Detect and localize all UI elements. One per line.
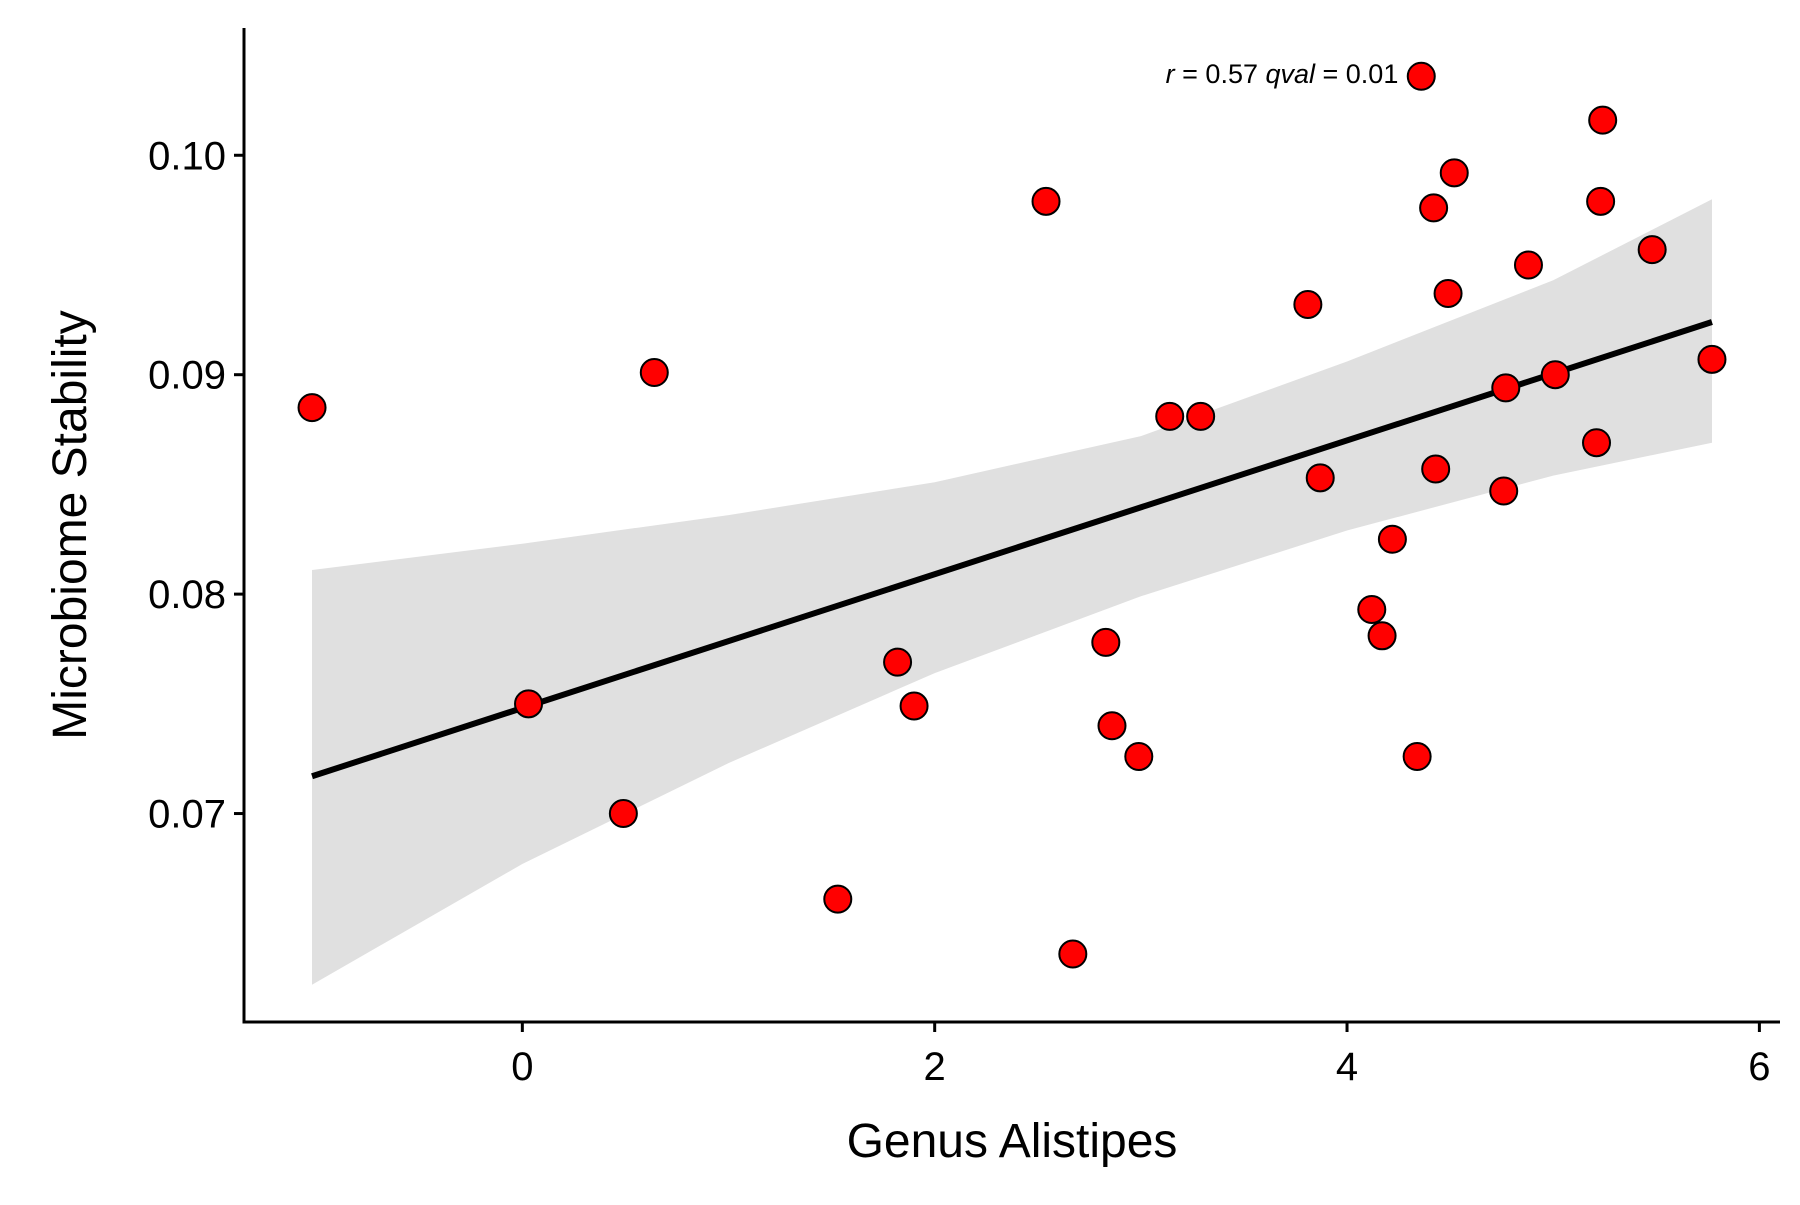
- data-point: [1357, 594, 1387, 624]
- data-point: [1588, 105, 1618, 135]
- data-point: [1540, 360, 1570, 390]
- data-point: [883, 647, 913, 677]
- x-tick-label: 6: [1748, 1045, 1770, 1089]
- y-tick-label: 0.08: [148, 573, 226, 617]
- data-point: [1406, 61, 1436, 91]
- data-point: [1091, 627, 1121, 657]
- data-point: [1186, 401, 1216, 431]
- data-point: [1433, 279, 1463, 309]
- x-axis-title: Genus Alistipes: [847, 1115, 1178, 1168]
- data-point: [1582, 428, 1612, 458]
- data-point: [1421, 454, 1451, 484]
- axes-layer: [234, 28, 1780, 1032]
- data-point: [1489, 476, 1519, 506]
- data-point: [1697, 344, 1727, 374]
- q-symbol: qval: [1265, 59, 1316, 89]
- r-symbol: r: [1166, 59, 1176, 89]
- correlation-annotation: r = 0.57 qval = 0.01: [1166, 59, 1399, 89]
- data-point: [823, 884, 853, 914]
- data-point: [1097, 711, 1127, 741]
- confidence-band-layer: [312, 199, 1712, 985]
- x-tick-label: 2: [924, 1045, 946, 1089]
- data-point: [639, 357, 669, 387]
- data-point: [297, 393, 327, 423]
- data-point: [1293, 289, 1323, 319]
- q-value: = 0.01: [1315, 59, 1398, 89]
- data-point: [1305, 463, 1335, 493]
- data-point: [514, 689, 544, 719]
- x-tick-label: 4: [1336, 1045, 1358, 1089]
- r-value: = 0.57: [1175, 59, 1266, 89]
- data-point: [1586, 186, 1616, 216]
- data-point: [608, 799, 638, 829]
- data-point: [1031, 186, 1061, 216]
- data-point: [1367, 621, 1397, 651]
- data-point: [1058, 939, 1088, 969]
- data-point: [1124, 741, 1154, 771]
- data-point: [1491, 373, 1521, 403]
- points-layer: [297, 61, 1727, 969]
- data-point: [1377, 524, 1407, 554]
- data-point: [1637, 235, 1667, 265]
- confidence-band: [312, 199, 1712, 985]
- data-point: [899, 691, 929, 721]
- data-point: [1513, 250, 1543, 280]
- data-point: [1419, 193, 1449, 223]
- data-point: [1402, 741, 1432, 771]
- y-tick-label: 0.07: [148, 793, 226, 837]
- y-tick-label: 0.10: [148, 134, 226, 178]
- regression-line: [311, 319, 1713, 780]
- x-tick-label: 0: [511, 1045, 533, 1089]
- text-layer: Genus Alistipes Microbiome Stability r =…: [44, 59, 1771, 1168]
- y-axis-title: Microbiome Stability: [44, 310, 97, 739]
- y-tick-label: 0.09: [148, 354, 226, 398]
- fit-line-layer: [311, 319, 1713, 780]
- data-point: [1155, 401, 1185, 431]
- data-point: [1439, 158, 1469, 188]
